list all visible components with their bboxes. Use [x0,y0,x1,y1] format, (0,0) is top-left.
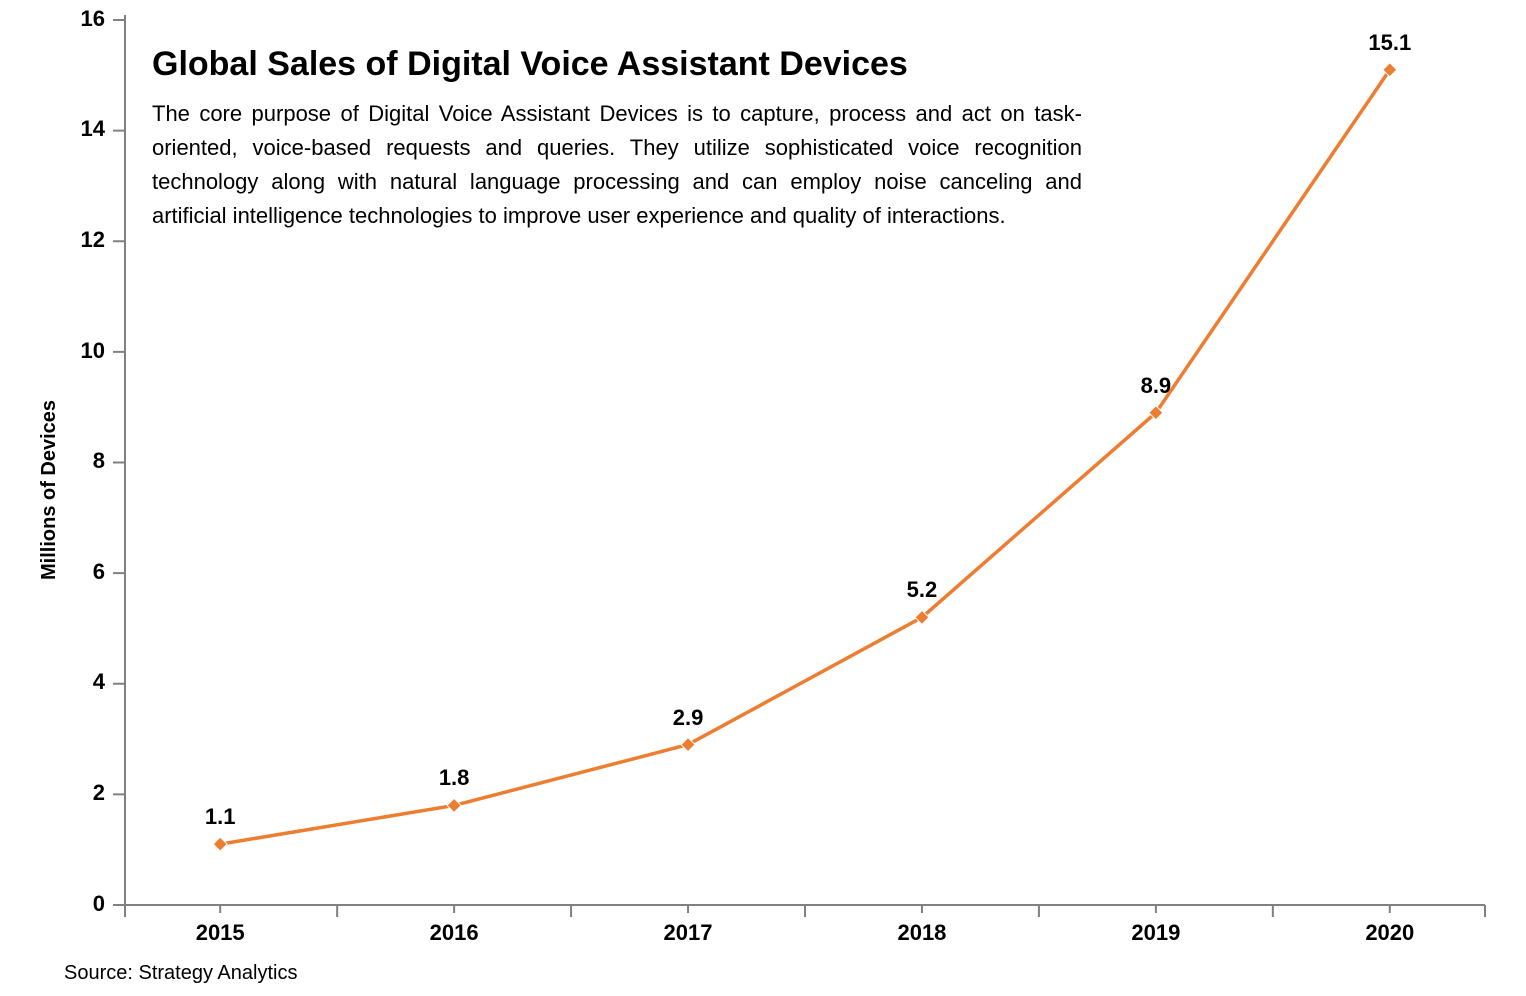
chart-plot [0,0,1526,996]
y-tick-label: 12 [81,227,105,253]
y-tick-label: 8 [93,448,105,474]
data-point-label: 8.9 [1126,373,1186,399]
y-tick-label: 16 [81,6,105,32]
x-tick-label: 2019 [1116,920,1196,946]
data-point-label: 15.1 [1360,30,1420,56]
x-tick-label: 2017 [648,920,728,946]
x-tick-label: 2020 [1350,920,1430,946]
x-tick-label: 2018 [882,920,962,946]
y-tick-label: 2 [93,780,105,806]
chart-container: Millions of Devices Global Sales of Digi… [0,0,1526,996]
data-point-label: 2.9 [658,705,718,731]
data-point-label: 1.8 [424,765,484,791]
y-tick-label: 10 [81,338,105,364]
y-tick-label: 4 [93,669,105,695]
y-tick-label: 6 [93,559,105,585]
y-tick-label: 14 [81,116,105,142]
x-tick-label: 2016 [414,920,494,946]
data-point-label: 5.2 [892,577,952,603]
y-tick-label: 0 [93,891,105,917]
x-tick-label: 2015 [180,920,260,946]
data-point-label: 1.1 [190,804,250,830]
